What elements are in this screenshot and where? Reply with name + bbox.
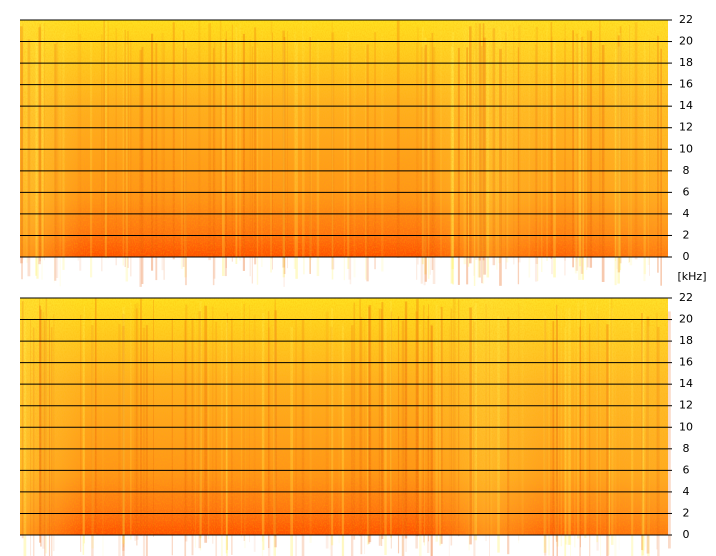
y-tick-label: 22 [679,291,693,304]
y-tick-label: 16 [679,78,693,91]
y-tick-label: 12 [679,121,693,134]
y-tick-label: 14 [679,99,693,112]
y-tick-label: 16 [679,356,693,369]
y-tick-label: 12 [679,399,693,412]
y-tick-label: 18 [679,56,693,69]
y-tick-label: 4 [683,485,690,498]
y-tick-label: 18 [679,334,693,347]
y-tick-label: 0 [683,528,690,541]
spectrogram-stripe [667,311,671,549]
y-tick-label: 20 [679,313,693,326]
y-tick-label: 10 [679,142,693,155]
y-tick-label: 8 [683,164,690,177]
y-tick-label: 6 [683,185,690,198]
y-tick-label: 6 [683,463,690,476]
y-tick-label: 22 [679,13,693,26]
y-tick-label: 2 [683,228,690,241]
y-tick-label: 0 [683,250,690,263]
spectrogram-noise [20,298,668,535]
y-tick-label: 14 [679,377,693,390]
y-tick-label: 8 [683,442,690,455]
spectrogram-noise [20,20,668,257]
y-axis-label: [kHz] [678,270,707,283]
y-tick-label: 4 [683,207,690,220]
y-tick-label: 20 [679,35,693,48]
y-tick-label: 2 [683,506,690,519]
y-tick-label: 10 [679,420,693,433]
